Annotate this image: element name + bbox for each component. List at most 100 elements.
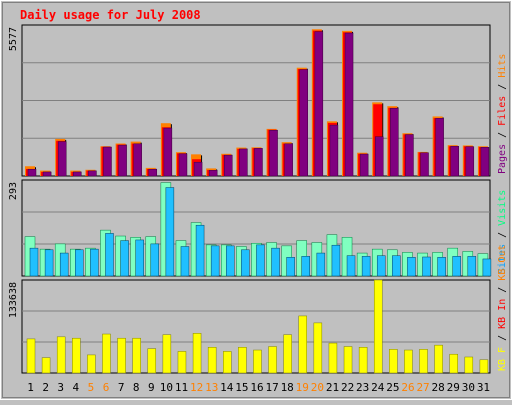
bar-sites	[271, 247, 280, 277]
bar-pages	[314, 31, 324, 177]
bar-kbf	[147, 348, 157, 374]
x-tick-label: 23	[356, 381, 369, 394]
x-tick-label: 30	[462, 381, 475, 394]
x-tick-label: 6	[103, 381, 110, 394]
bar-kbf	[253, 349, 262, 374]
bar-sites	[422, 256, 431, 277]
x-tick-label: 10	[160, 381, 173, 394]
x-tick-label: 4	[73, 381, 80, 394]
bar-kbf	[419, 349, 428, 374]
bar-sites	[241, 249, 250, 277]
legend-separator: /	[497, 126, 508, 144]
x-tick-label: 8	[133, 381, 140, 394]
bar-pages	[269, 129, 278, 177]
graph-title: Daily usage for July 2008	[20, 8, 201, 22]
x-axis-labels: 1 2 3 4 5 6 7 8 9 10 11 12 13 14 15 16 17 18 19 20 21 22 23 24 2…	[27, 381, 490, 394]
bar-pages	[208, 170, 218, 177]
x-tick-label: 31	[477, 381, 490, 394]
bar-pages	[178, 153, 188, 177]
legend: KB F / KB In / KB Out	[497, 245, 508, 371]
x-tick-label: 21	[326, 381, 339, 394]
bar-kbf	[72, 337, 81, 374]
bar-sites	[120, 240, 129, 277]
bar-pages	[42, 171, 52, 177]
bar-pages	[450, 145, 459, 177]
bar-kbf	[238, 347, 247, 374]
bar-sites	[256, 244, 265, 277]
outer-border-dark	[2, 2, 510, 398]
legend-separator: /	[497, 329, 508, 347]
ymax-label: 133638	[8, 282, 19, 318]
legend: Pages / Files / Hits	[497, 54, 508, 174]
legend-entry: KB In	[497, 299, 508, 329]
bar-kbf	[192, 333, 202, 374]
bar-pages	[73, 171, 82, 177]
legend-entry: KB F	[497, 347, 508, 371]
legend: Sites / Visits	[497, 190, 508, 274]
x-tick-label: 2	[42, 381, 49, 394]
bar-pages	[390, 108, 399, 177]
bar-kbf	[117, 337, 126, 374]
x-tick-label: 11	[175, 381, 188, 394]
bar-kbf	[313, 322, 323, 374]
legend-separator: /	[497, 226, 508, 244]
bar-sites	[195, 224, 205, 277]
bar-pages	[133, 143, 142, 177]
x-tick-label: 13	[205, 381, 218, 394]
bar-kbf	[389, 349, 398, 374]
bar-kbf	[404, 349, 413, 374]
bar-pages	[88, 170, 97, 177]
bar-sites	[90, 248, 99, 277]
bar-kbf	[102, 333, 111, 374]
ymax-label: 5577	[8, 27, 19, 51]
x-tick-label: 12	[190, 381, 203, 394]
bar-kbf	[223, 351, 232, 374]
x-tick-label: 9	[148, 381, 155, 394]
legend-entry: KB Out	[497, 245, 508, 281]
bar-pages	[420, 152, 429, 177]
bar-kbf	[434, 344, 443, 374]
bar-kbf	[41, 357, 51, 374]
bar-pages	[435, 118, 444, 177]
x-tick-label: 28	[432, 381, 445, 394]
bar-sites	[59, 252, 69, 277]
bar-pages	[465, 146, 475, 177]
bar-sites	[210, 245, 220, 277]
panel-visitors: 293 Sites / Visits	[8, 179, 508, 277]
bar-pages	[239, 148, 248, 177]
bar-kbf	[328, 342, 338, 374]
bar-kbf	[358, 347, 368, 374]
x-tick-label: 24	[371, 381, 385, 394]
bar-pages	[329, 124, 339, 177]
x-tick-label: 20	[311, 381, 324, 394]
bar-kbf	[464, 356, 474, 374]
bar-kbf	[343, 346, 353, 374]
bar-pages	[359, 153, 369, 177]
bar-kbf	[283, 334, 292, 374]
x-tick-label: 27	[416, 381, 429, 394]
x-tick-label: 5	[88, 381, 95, 394]
bar-kbf	[207, 347, 217, 374]
legend-entry: Files	[497, 96, 508, 126]
bar-sites	[29, 247, 39, 277]
bar-kbf	[87, 354, 96, 374]
x-tick-label: 19	[296, 381, 309, 394]
bar-pages	[148, 168, 158, 177]
bar-sites	[105, 233, 114, 277]
x-tick-label: 25	[386, 381, 399, 394]
bar-sites	[437, 257, 446, 277]
legend-separator: /	[497, 281, 508, 299]
bar-pages	[103, 146, 112, 177]
legend-entry: Sites	[497, 244, 508, 274]
legend-entry: Visits	[497, 190, 508, 226]
x-tick-label: 17	[265, 381, 278, 394]
x-tick-label: 15	[235, 381, 248, 394]
x-tick-label: 18	[281, 381, 294, 394]
bar-kbf	[162, 334, 172, 374]
legend-separator: /	[497, 78, 508, 96]
bar-sites	[226, 245, 235, 277]
bar-pages	[57, 141, 67, 177]
bar-sites	[361, 256, 371, 277]
bar-kbf	[132, 337, 141, 374]
